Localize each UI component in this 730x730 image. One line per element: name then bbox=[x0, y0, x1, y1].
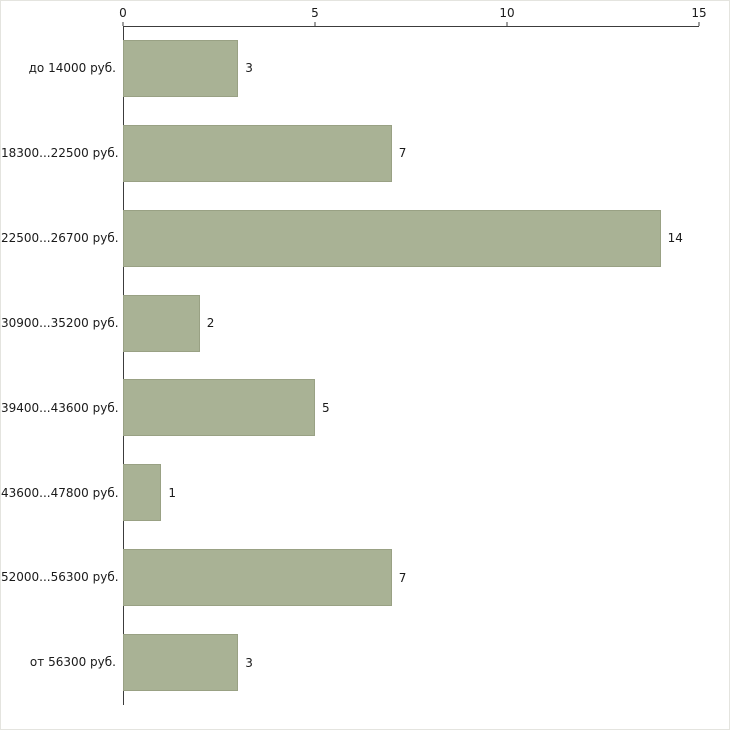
value-label: 3 bbox=[245, 61, 253, 76]
bar bbox=[123, 124, 392, 182]
value-label: 5 bbox=[322, 400, 330, 415]
chart-row: 52000...56300 руб. 7 bbox=[1, 535, 699, 620]
x-tick-mark bbox=[698, 22, 700, 26]
bar-track: 2 bbox=[123, 281, 699, 366]
chart-row: от 56300 руб. 3 bbox=[1, 620, 699, 705]
value-label: 7 bbox=[398, 146, 407, 161]
x-tick-label: 15 bbox=[691, 6, 707, 20]
bar bbox=[123, 39, 239, 97]
category-label: 22500...26700 руб. bbox=[1, 230, 119, 245]
category-label: от 56300 руб. bbox=[29, 655, 116, 670]
x-tick-label: 0 bbox=[119, 6, 127, 20]
x-tick-mark bbox=[314, 22, 316, 26]
category-label: 39400...43600 руб. bbox=[1, 400, 119, 415]
value-label: 3 bbox=[245, 655, 253, 670]
bar bbox=[123, 464, 162, 522]
bar bbox=[123, 209, 661, 267]
category-label: 43600...47800 руб. bbox=[1, 485, 119, 500]
value-label: 14 bbox=[667, 231, 683, 246]
y-axis-line bbox=[123, 26, 124, 705]
category-label: 18300...22500 руб. bbox=[1, 146, 119, 161]
bar bbox=[123, 549, 392, 607]
category-label: до 14000 руб. bbox=[28, 61, 116, 76]
x-tick-label: 5 bbox=[311, 6, 319, 20]
category-label: 52000...56300 руб. bbox=[1, 570, 119, 585]
bar-track: 3 bbox=[123, 620, 699, 705]
chart-row: 22500...26700 руб. 14 bbox=[1, 196, 699, 281]
chart-rows: до 14000 руб. 3 18300...22500 руб. 7 22500..… bbox=[1, 26, 699, 705]
chart-row: 18300...22500 руб. 7 bbox=[1, 111, 699, 196]
value-label: 2 bbox=[206, 316, 215, 331]
bar-track: 1 bbox=[123, 450, 699, 535]
bar bbox=[123, 379, 315, 437]
chart-row: 30900...35200 руб. 2 bbox=[1, 281, 699, 366]
x-axis-line bbox=[123, 26, 699, 27]
x-tick-label: 10 bbox=[499, 6, 515, 20]
bar bbox=[123, 634, 239, 692]
bar-track: 3 bbox=[123, 26, 699, 111]
value-label: 1 bbox=[168, 485, 177, 500]
bar-track: 7 bbox=[123, 535, 699, 620]
chart-row: до 14000 руб. 3 bbox=[1, 26, 699, 111]
bar-track: 7 bbox=[123, 111, 699, 196]
chart-row: 43600...47800 руб. 1 bbox=[1, 450, 699, 535]
bar-track: 5 bbox=[123, 366, 699, 451]
chart-row: 39400...43600 руб. 5 bbox=[1, 366, 699, 451]
value-label: 7 bbox=[398, 570, 407, 585]
bar bbox=[123, 294, 200, 352]
x-tick-mark bbox=[506, 22, 508, 26]
x-axis-ticks: 0 5 10 15 bbox=[119, 1, 707, 26]
bar-track: 14 bbox=[123, 196, 699, 281]
category-label: 30900...35200 руб. bbox=[1, 315, 119, 330]
x-tick-mark bbox=[122, 22, 124, 26]
